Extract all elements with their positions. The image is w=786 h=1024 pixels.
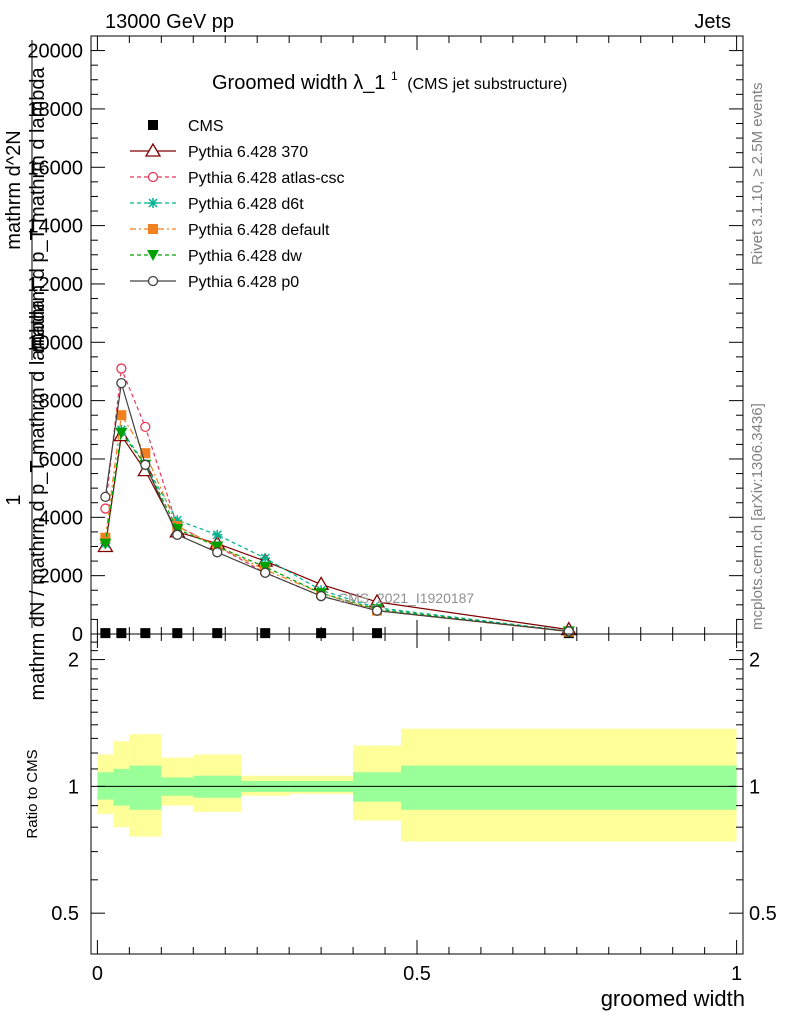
point-cms	[372, 628, 383, 639]
chart-title-sup: 1	[391, 69, 398, 83]
point-cms	[116, 628, 127, 639]
point-pythia-6-428-p0	[100, 491, 111, 503]
legend: CMS Pythia 6.428 370 Pythia 6.428 atlas-cs…	[130, 118, 345, 291]
ytick-label: 10000	[27, 332, 83, 354]
point-pythia-6-428-dw	[115, 427, 128, 439]
mcplots-label: mcplots.cern.ch [arXiv:1306.3436]	[749, 403, 766, 630]
ratio-ytick-label: 0.5	[51, 903, 79, 925]
legend-label: Pythia 6.428 default	[188, 222, 330, 239]
point-pythia-6-428-p0	[315, 590, 327, 602]
point-pythia-6-428-dw	[259, 561, 272, 573]
legend-label: Pythia 6.428 370	[188, 144, 308, 161]
point-pythia-6-428-p0	[172, 529, 183, 540]
point-pythia-6-428-d6t	[212, 529, 223, 540]
ratio-bands-group	[97, 728, 737, 842]
series-line-pythia-6-428-d6t	[104, 428, 569, 632]
legend-item-pythia-6-428-atlas-csc: Pythia 6.428 atlas-csc	[130, 170, 345, 187]
point-pythia-6-428-d6t	[260, 553, 271, 564]
point-pythia-6-428-default	[116, 410, 127, 421]
main-ylabel-denominator-2: mathrm d p_T mathrm d lambda	[27, 66, 49, 352]
point-cms	[140, 628, 151, 639]
ratio-ylabel: Ratio to CMS	[24, 749, 41, 838]
xtick-label: 0.5	[403, 963, 431, 985]
xtick-label: 1	[731, 963, 742, 985]
legend-item-pythia-6-428-default: Pythia 6.428 default	[130, 222, 330, 239]
legend-label: Pythia 6.428 d6t	[188, 196, 304, 213]
chart-subtitle: (CMS jet substructure)	[407, 76, 567, 93]
point-pythia-6-428-atlas-csc	[100, 503, 111, 514]
main-axes: 0 2000 4000 6000 8000 10000 12000 14000 16000 180…	[27, 36, 743, 646]
legend-item-pythia-6-428-370: Pythia 6.428 370	[130, 142, 308, 161]
ratio-axes: 0.5 0.5 1 1 2 2 0 0.5 1	[51, 634, 777, 985]
main-ylabel-numerator: mathrm d^2N	[3, 130, 25, 249]
ratio-band-stat	[353, 772, 402, 802]
point-cms	[172, 628, 183, 639]
main-ylabel-denominator: mathrm dN / mathrm d p_T mathrm d lambda	[27, 299, 49, 701]
legend-item-pythia-6-428-p0: Pythia 6.428 p0	[130, 274, 299, 291]
point-cms	[100, 628, 111, 639]
ratio-frame	[90, 633, 744, 955]
point-pythia-6-428-p0	[116, 377, 127, 389]
legend-item-pythia-6-428-dw: Pythia 6.428 dw	[130, 248, 302, 265]
ratio-band-stat	[401, 765, 737, 810]
legend-item-cms: CMS	[148, 118, 224, 135]
point-pythia-6-428-atlas-csc	[116, 363, 127, 374]
ratio-band-stat	[113, 768, 130, 806]
ytick-label: 12000	[27, 274, 83, 296]
ytick-label: 2000	[39, 566, 84, 588]
ratio-plot-panel: 0.5 0.5 1 1 2 2 0 0.5 1 Ratio to CMS groomed wid…	[24, 633, 777, 1011]
point-pythia-6-428-p0	[371, 605, 383, 616]
point-pythia-6-428-p0	[212, 547, 223, 558]
legend-label: Pythia 6.428 dw	[188, 248, 302, 265]
ytick-label: 8000	[39, 391, 84, 413]
point-pythia-6-428-p0	[260, 567, 271, 578]
ratio-ytick-label: 1	[68, 776, 79, 798]
legend-item-pythia-6-428-d6t: Pythia 6.428 d6t	[130, 196, 304, 213]
chart-title-math: λ_1	[353, 72, 385, 94]
legend-label: Pythia 6.428 p0	[188, 274, 299, 291]
point-pythia-6-428-default	[140, 448, 151, 459]
series-pythia-6-428-p0	[100, 377, 574, 637]
main-ylabel-numerator-one: 1	[3, 494, 25, 505]
point-pythia-6-428-default	[100, 532, 111, 543]
ratio-ytick-label: 2	[68, 650, 79, 672]
ytick-label: 16000	[27, 157, 83, 179]
point-pythia-6-428-p0	[140, 459, 151, 470]
point-pythia-6-428-p0	[563, 626, 574, 637]
series-cms	[100, 628, 574, 639]
point-pythia-6-428-dw	[99, 538, 112, 550]
ratio-band-stat	[129, 765, 162, 810]
chart-title: Groomed width λ_1 1 (CMS jet substructur…	[212, 63, 567, 94]
xtick-label: 0	[92, 963, 103, 985]
xaxis-label: groomed width	[601, 986, 745, 1011]
ytick-label: 18000	[27, 99, 83, 121]
ytick-label: 14000	[27, 216, 83, 238]
point-cms	[316, 628, 327, 639]
point-pythia-6-428-dw	[171, 523, 184, 535]
ytick-label: 20000	[27, 41, 83, 63]
point-cms	[212, 628, 223, 639]
point-pythia-6-428-atlas-csc	[140, 421, 151, 433]
legend-label: CMS	[188, 118, 224, 135]
point-cms	[260, 628, 271, 639]
ratio-ytick-label-right: 1	[749, 776, 760, 798]
point-pythia-6-428-dw	[211, 541, 224, 553]
rivet-version-label: Rivet 3.1.10, ≥ 2.5M events	[749, 83, 766, 266]
header-left-label: 13000 GeV pp	[105, 11, 234, 33]
ratio-ytick-label-right: 2	[749, 650, 760, 672]
analysis-label: CMS_2021_I1920187	[338, 590, 474, 606]
chart-title-text: Groomed width	[212, 72, 348, 94]
legend-label: Pythia 6.428 atlas-csc	[188, 170, 345, 187]
ratio-ytick-label-right: 0.5	[749, 903, 777, 925]
main-series-group	[97, 363, 577, 639]
main-plot-panel: 0 2000 4000 6000 8000 10000 12000 14000 16000 180…	[3, 35, 744, 701]
ytick-label: 6000	[39, 449, 84, 471]
ytick-label: 0	[72, 624, 83, 646]
ytick-label: 4000	[39, 507, 84, 529]
header-right-label: Jets	[694, 11, 731, 33]
